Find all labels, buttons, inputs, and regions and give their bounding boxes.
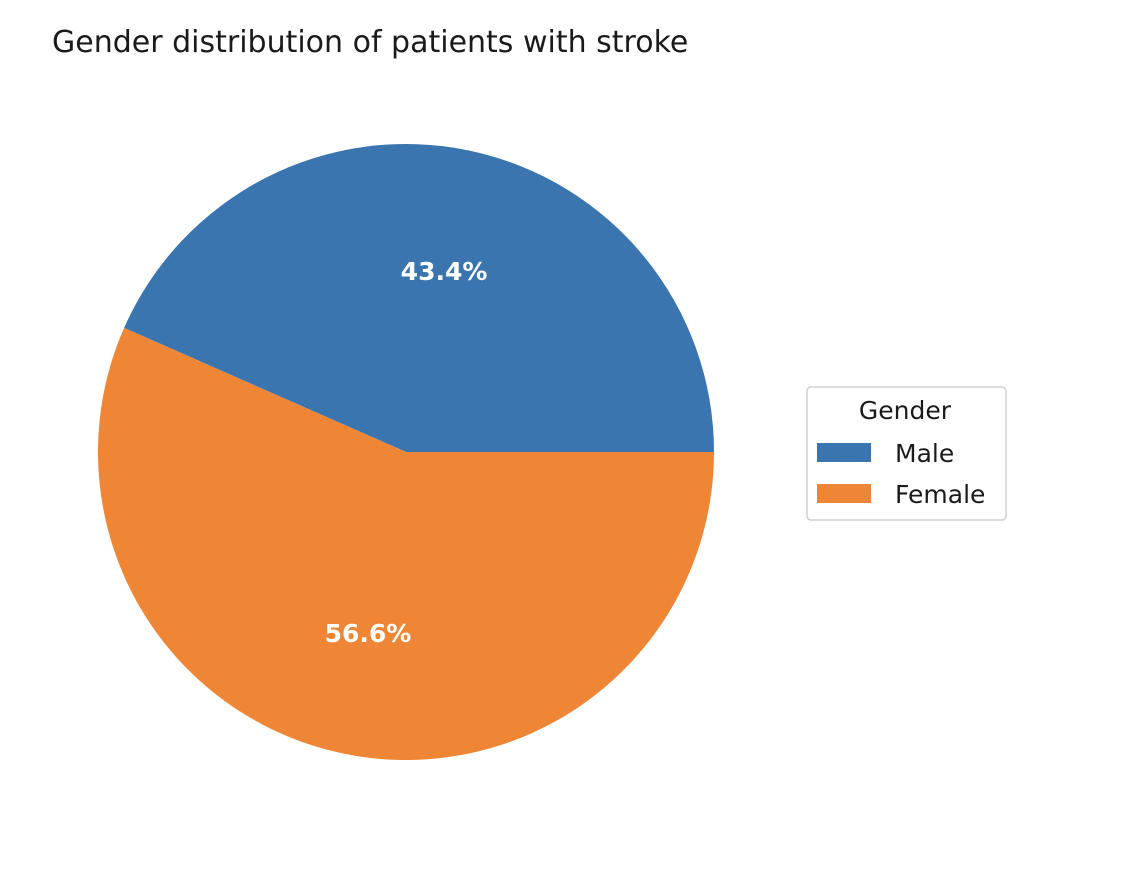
slice-label-female: 56.6% [325, 619, 412, 648]
pie-slice-female [98, 327, 715, 760]
legend-label-male: Male [895, 439, 954, 468]
pie-slices [98, 143, 715, 760]
legend-swatch-female [817, 484, 871, 503]
pie-slice-labels: 43.4% 56.6% [325, 257, 488, 648]
pie-slice-male [124, 143, 715, 452]
legend-swatch-male [817, 443, 871, 462]
legend-label-female: Female [895, 480, 985, 509]
slice-label-male: 43.4% [401, 257, 488, 286]
legend-title: Gender [859, 396, 952, 425]
chart-title: Gender distribution of patients with str… [52, 25, 688, 60]
legend: Gender Male Female [806, 386, 1007, 521]
